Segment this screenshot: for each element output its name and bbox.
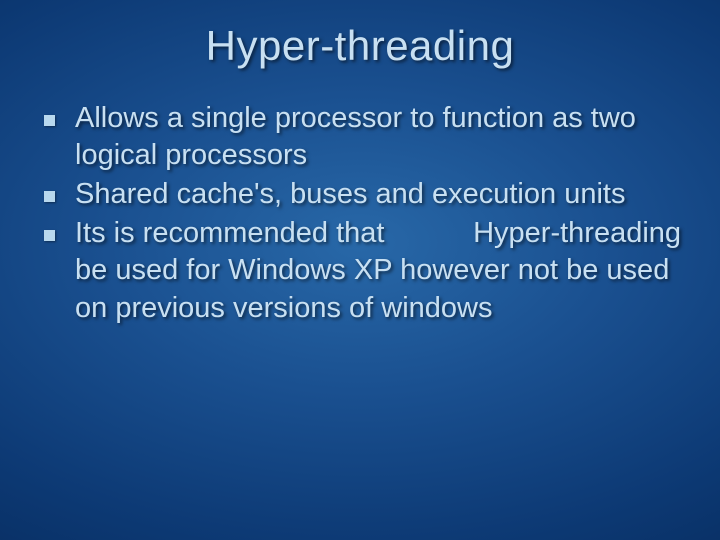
- slide-content: Allows a single processor to function as…: [44, 100, 686, 329]
- bullet-item: Shared cache's, buses and execution unit…: [44, 176, 686, 213]
- bullet-text: Its is recommended that Hyper-threading …: [75, 215, 686, 326]
- slide-title: Hyper-threading: [0, 22, 720, 70]
- bullet-text: Allows a single processor to function as…: [75, 100, 686, 174]
- slide: Hyper-threading Allows a single processo…: [0, 0, 720, 540]
- square-bullet-icon: [44, 191, 55, 202]
- bullet-item: Its is recommended that Hyper-threading …: [44, 215, 686, 326]
- square-bullet-icon: [44, 115, 55, 126]
- bullet-text: Shared cache's, buses and execution unit…: [75, 176, 625, 213]
- square-bullet-icon: [44, 230, 55, 241]
- bullet-item: Allows a single processor to function as…: [44, 100, 686, 174]
